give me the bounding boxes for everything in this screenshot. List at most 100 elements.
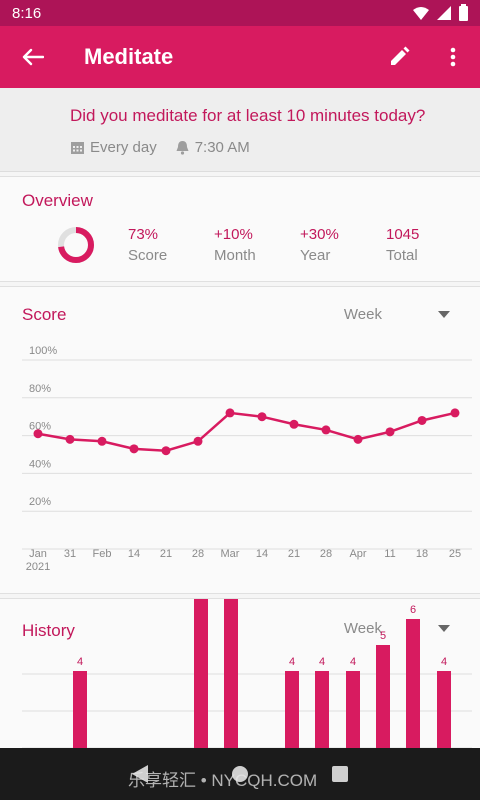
reminder-time: 7:30 AM — [194, 139, 250, 156]
arrow-back-icon — [22, 48, 44, 66]
battery-icon — [459, 3, 468, 21]
bell-icon — [176, 141, 189, 155]
nav-home-button[interactable] — [231, 765, 249, 783]
x-tick-label: Apr — [349, 548, 366, 560]
history-title: History — [22, 621, 75, 640]
score-point — [289, 419, 299, 429]
circle-home-icon — [231, 766, 248, 782]
x-tick-label: Jan — [29, 548, 47, 560]
calendar-icon — [71, 142, 84, 154]
score-period-label: Week — [343, 306, 382, 323]
x-tick-label: 21 — [160, 548, 172, 560]
history-bar-label: 4 — [350, 656, 356, 668]
stat-year-value: +30% — [300, 226, 339, 243]
stat-month: +10% Month — [214, 226, 256, 264]
score-point — [129, 444, 139, 454]
score-ring-icon — [58, 227, 94, 263]
x-tick-label: 25 — [449, 548, 461, 560]
x-tick-label: 18 — [416, 548, 428, 560]
history-bar — [224, 599, 238, 759]
history-bar-label: 4 — [319, 656, 325, 668]
history-bar — [194, 599, 208, 759]
x-tick-label: Feb — [93, 548, 112, 560]
stat-month-label: Month — [214, 247, 256, 264]
x-tick-label: 31 — [64, 548, 76, 560]
score-title: Score — [22, 305, 67, 324]
stat-year-label: Year — [300, 247, 331, 264]
system-nav-bar: 乐享轻汇 • NYCQH.COM — [0, 748, 480, 800]
stat-year: +30% Year — [300, 226, 339, 264]
score-point — [385, 427, 395, 437]
back-button[interactable] — [0, 48, 66, 66]
dropdown-arrow-icon — [438, 625, 450, 632]
x-tick-label: 28 — [320, 548, 332, 560]
wifi-icon — [413, 6, 429, 20]
score-point — [97, 436, 107, 446]
history-bar-label: 4 — [441, 656, 447, 668]
history-period-dropdown[interactable]: Week — [344, 620, 450, 637]
score-point — [33, 429, 43, 439]
habit-question: Did you meditate for at least 10 minutes… — [70, 106, 426, 125]
stat-score-label: Score — [128, 247, 168, 264]
history-bar-label: 4 — [289, 656, 295, 668]
habit-question-header: Did you meditate for at least 10 minutes… — [0, 88, 480, 172]
score-period-dropdown[interactable]: Week — [344, 306, 450, 323]
score-point — [353, 434, 363, 444]
page-title: Meditate — [84, 44, 174, 69]
signal-icon — [437, 6, 451, 20]
x-tick-label: 11 — [384, 548, 395, 560]
score-point — [65, 434, 75, 444]
history-bar — [315, 671, 329, 759]
history-bar — [285, 671, 299, 759]
x-tick-label: Mar — [221, 548, 240, 560]
overview-card: Overview 73% Score +10% Month +30% Year … — [0, 176, 480, 282]
history-card: History Week 477444564 — [0, 598, 480, 759]
history-bar-label: 4 — [77, 656, 83, 668]
edit-button[interactable] — [372, 46, 426, 68]
frequency-label: Every day — [90, 139, 157, 156]
score-point — [321, 425, 331, 435]
score-point — [417, 415, 427, 425]
history-bar — [346, 671, 360, 759]
more-vert-icon — [450, 47, 456, 67]
y-tick-label: 100% — [29, 345, 57, 357]
y-tick-label: 40% — [29, 458, 51, 470]
stat-score: 73% Score — [128, 226, 167, 264]
history-bar-label: 6 — [410, 604, 416, 616]
history-bar-chart: 477444564 — [22, 599, 472, 759]
x-tick-label: 14 — [256, 548, 268, 560]
pencil-icon — [391, 46, 410, 65]
x-tick-label: 28 — [192, 548, 204, 560]
overview-title: Overview — [22, 191, 93, 210]
history-period-label: Week — [343, 620, 382, 637]
history-bar — [73, 671, 87, 759]
stat-total-label: Total — [386, 247, 418, 264]
history-bar — [437, 671, 451, 759]
status-time: 8:16 — [12, 4, 42, 22]
triangle-back-icon — [131, 765, 148, 783]
more-options-button[interactable] — [426, 47, 480, 67]
stat-total-value: 1045 — [386, 226, 420, 243]
nav-recents-button[interactable] — [332, 766, 349, 782]
y-tick-label: 80% — [29, 383, 51, 395]
square-recents-icon — [332, 766, 349, 782]
status-bar: 8:16 — [0, 0, 480, 26]
score-series-line — [37, 411, 456, 452]
dropdown-arrow-icon — [438, 311, 450, 318]
score-point — [450, 408, 460, 418]
watermark-text: 乐享轻汇 • NYCQH.COM — [128, 771, 318, 790]
history-bar — [376, 645, 390, 759]
history-bar — [406, 619, 420, 759]
score-point — [225, 408, 235, 418]
x-tick-label: 21 — [288, 548, 300, 560]
x-tick-label: 14 — [128, 548, 140, 560]
stat-month-value: +10% — [214, 226, 253, 243]
history-bar-label: 5 — [380, 630, 386, 642]
x-tick-sublabel: 2021 — [26, 561, 50, 573]
score-point — [161, 446, 171, 456]
score-card: Score Week 100% 80% 60% 40% 20% Jan 2021 31 Feb 1… — [0, 286, 480, 594]
score-point — [193, 436, 203, 446]
stat-total: 1045 Total — [386, 226, 419, 264]
y-tick-label: 60% — [29, 421, 51, 433]
nav-back-button[interactable] — [131, 765, 148, 783]
